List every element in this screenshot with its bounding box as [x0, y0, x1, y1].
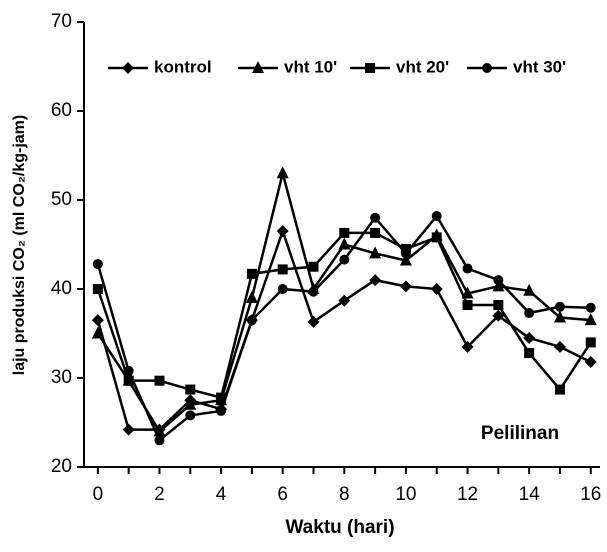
marker — [216, 405, 227, 416]
marker — [92, 284, 103, 294]
marker — [185, 384, 196, 395]
legend-label: kontrol — [154, 57, 212, 76]
marker — [122, 423, 135, 436]
marker — [400, 248, 411, 259]
marker — [523, 283, 536, 296]
x-tick-label: 14 — [519, 484, 541, 505]
marker — [462, 263, 473, 274]
marker — [524, 308, 535, 319]
marker — [369, 246, 382, 259]
marker — [430, 283, 443, 295]
marker — [339, 227, 350, 238]
x-tick-label: 10 — [395, 484, 416, 505]
annotation: Pelilinan — [481, 423, 559, 444]
marker — [123, 375, 134, 386]
marker — [492, 279, 505, 292]
marker — [585, 337, 596, 348]
y-tick-label: 20 — [51, 456, 72, 477]
marker — [308, 261, 319, 272]
x-tick-label: 0 — [93, 484, 104, 505]
marker — [252, 61, 264, 73]
marker — [553, 310, 566, 323]
marker — [185, 410, 196, 421]
marker — [584, 313, 597, 326]
x-tick-label: 2 — [154, 484, 165, 505]
marker — [554, 384, 565, 395]
marker — [246, 315, 257, 326]
legend-label: vht 20' — [396, 57, 449, 76]
marker — [584, 355, 597, 368]
marker — [339, 254, 350, 265]
marker — [492, 309, 505, 322]
marker — [307, 315, 320, 328]
marker — [91, 314, 104, 327]
marker — [277, 284, 288, 294]
marker — [554, 301, 565, 312]
marker — [493, 300, 504, 311]
marker — [123, 365, 134, 376]
marker — [462, 300, 473, 311]
marker — [184, 397, 197, 410]
marker — [524, 348, 535, 359]
marker — [399, 280, 412, 293]
marker — [91, 326, 104, 339]
marker — [246, 268, 257, 279]
marker — [92, 259, 103, 270]
marker — [370, 227, 381, 238]
marker — [461, 340, 474, 353]
marker — [399, 253, 412, 266]
x-tick-label: 4 — [216, 484, 227, 505]
y-axis-label: laju produksi CO₂ (ml CO₂/kg-jam) — [11, 115, 28, 375]
x-tick-label: 12 — [457, 484, 478, 505]
marker — [365, 63, 375, 73]
marker — [154, 435, 165, 446]
y-tick-label: 60 — [51, 100, 72, 121]
x-tick-label: 16 — [580, 484, 601, 505]
marker — [523, 331, 536, 344]
x-tick-label: 8 — [339, 484, 350, 505]
y-tick-label: 40 — [51, 278, 72, 299]
marker — [553, 340, 566, 353]
marker — [493, 275, 504, 286]
marker — [338, 237, 351, 250]
marker — [370, 212, 381, 223]
x-axis-label: Waktu (hari) — [285, 517, 394, 538]
x-tick-label: 6 — [277, 484, 288, 505]
marker — [431, 232, 442, 243]
marker — [277, 264, 288, 275]
marker — [276, 225, 289, 238]
marker — [482, 63, 492, 73]
legend-label: vht 30' — [513, 57, 566, 76]
marker — [276, 166, 289, 179]
marker — [338, 294, 351, 307]
marker — [431, 211, 442, 222]
y-tick-label: 30 — [51, 367, 72, 388]
marker — [585, 302, 596, 313]
marker — [122, 62, 134, 74]
marker — [369, 274, 382, 287]
marker — [308, 286, 319, 297]
marker — [154, 375, 165, 386]
legend-label: vht 10' — [284, 57, 337, 76]
marker — [245, 290, 258, 303]
marker — [216, 392, 227, 403]
y-tick-label: 70 — [51, 11, 72, 32]
y-tick-label: 50 — [51, 189, 72, 210]
